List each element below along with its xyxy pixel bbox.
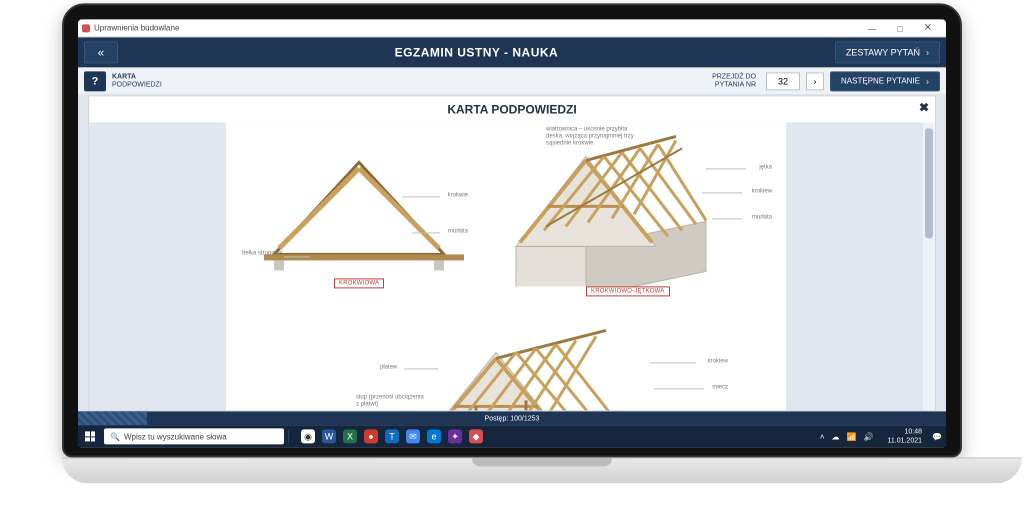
window-maximize-button[interactable]: □ [886, 23, 914, 33]
hint-card-label: KARTA PODPOWIEDZI [112, 73, 162, 89]
chevron-right-icon: › [926, 47, 929, 57]
question-number-input[interactable]: 32 [766, 72, 800, 90]
hint-card: KARTA PODPOWIEDZI ✖ [88, 95, 936, 411]
content-panel: KARTA PODPOWIEDZI ✖ [78, 95, 946, 411]
page-title: EGZAMIN USTNY - NAUKA [118, 45, 835, 59]
window-close-button[interactable]: ✕ [914, 22, 942, 33]
windows-icon [85, 431, 95, 441]
goto-label: PRZEJDŹ DO PYTANIA NR [712, 73, 756, 89]
figure-krokwiowa: krokwie murłata belka stropowa KROKWIOWA [244, 144, 474, 294]
taskbar: 🔍 Wpisz tu wyszukiwane słowa ◉ W X ● T ✉… [78, 425, 946, 447]
figure-platwiowa: płatew słup (przenosi obciążenia z płatw… [376, 312, 736, 410]
question-sets-label: ZESTAWY PYTAŃ [846, 47, 920, 57]
pinned-apps: ◉ W X ● T ✉ e ✦ ◆ [293, 429, 491, 443]
teams-icon[interactable]: T [385, 429, 399, 443]
app-brand-icon [82, 24, 90, 32]
goto-question-button[interactable]: › [806, 72, 824, 90]
taskbar-search[interactable]: 🔍 Wpisz tu wyszukiwane słowa [104, 428, 284, 444]
close-icon[interactable]: ✖ [919, 100, 929, 114]
chevron-left-icon: « [98, 45, 105, 59]
progress-bar: Postęp: 100/1253 [78, 411, 946, 425]
notifications-icon[interactable]: 💬 [928, 432, 946, 441]
window-title: Uprawnienia budowlane [94, 23, 179, 32]
system-tray[interactable]: ˄ ☁ 📶 🔊 [812, 432, 882, 441]
scrollbar[interactable] [923, 122, 935, 410]
next-question-label: NASTĘPNE PYTANIE [841, 76, 920, 85]
hint-card-title: KARTA PODPOWIEDZI [89, 96, 935, 118]
tray-chevron-icon[interactable]: ˄ [820, 432, 825, 441]
scrollbar-thumb[interactable] [925, 128, 933, 238]
back-button[interactable]: « [84, 41, 118, 63]
search-placeholder: Wpisz tu wyszukiwane słowa [124, 432, 227, 441]
subheader: ? KARTA PODPOWIEDZI PRZEJDŹ DO PYTANIA N… [78, 67, 946, 95]
chevron-right-icon: › [926, 76, 929, 86]
app-header: « EGZAMIN USTNY - NAUKA ZESTAWY PYTAŃ › [78, 37, 946, 67]
window-minimize-button[interactable]: — [858, 23, 886, 33]
word-icon[interactable]: W [322, 429, 336, 443]
screen: Uprawnienia budowlane — □ ✕ « EGZAMIN US… [78, 19, 946, 447]
diagram-sheet: krokwie murłata belka stropowa KROKWIOWA [226, 122, 786, 410]
next-question-button[interactable]: NASTĘPNE PYTANIE › [830, 71, 940, 91]
search-icon: 🔍 [110, 432, 120, 441]
edge-icon[interactable]: e [427, 429, 441, 443]
volume-icon[interactable]: 🔊 [864, 432, 874, 441]
cloud-icon[interactable]: ☁ [832, 432, 840, 441]
app-icon[interactable]: ✦ [448, 429, 462, 443]
firefox-icon[interactable]: ● [364, 429, 378, 443]
taskbar-clock[interactable]: 10:48 11.01.2021 [881, 427, 928, 445]
chrome-icon[interactable]: ◉ [301, 429, 315, 443]
mail-icon[interactable]: ✉ [406, 429, 420, 443]
figure-caption: KROKWIOWA [334, 278, 384, 288]
question-sets-button[interactable]: ZESTAWY PYTAŃ › [835, 41, 940, 63]
laptop-base [62, 457, 1022, 483]
progress-label: Postęp: 100/1253 [485, 415, 540, 422]
figure-caption: KROKWIOWO-JĘTKOWA [586, 286, 670, 296]
wifi-icon[interactable]: 📶 [847, 432, 857, 441]
window-titlebar: Uprawnienia budowlane — □ ✕ [78, 19, 946, 37]
excel-icon[interactable]: X [343, 429, 357, 443]
help-icon[interactable]: ? [84, 71, 106, 91]
figure-krokwiowo-jetkowa: wiatrownica – ukośnie przybita deska, wi… [486, 126, 776, 306]
start-button[interactable] [78, 425, 102, 447]
current-app-icon[interactable]: ◆ [469, 429, 483, 443]
